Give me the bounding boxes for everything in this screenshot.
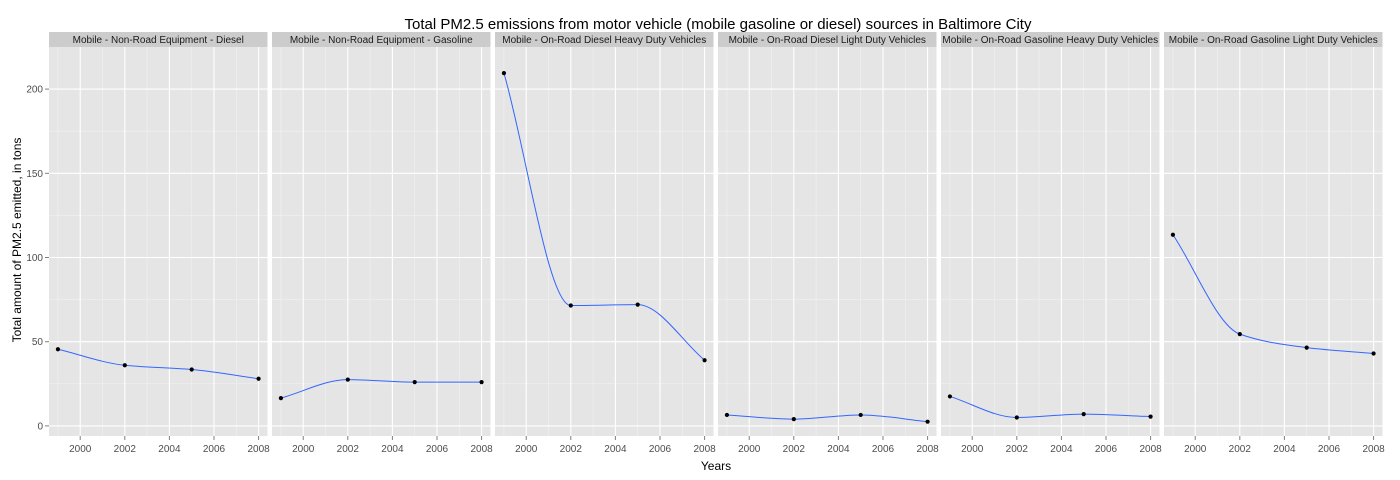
x-tick-label: 2004 [381, 444, 404, 455]
y-tick-label: 50 [32, 337, 44, 348]
x-tick-label: 2008 [470, 444, 493, 455]
data-point [1014, 415, 1019, 420]
facet-strip-label: Mobile - Non-Road Equipment - Gasoline [290, 35, 473, 46]
panel-background [1164, 47, 1383, 436]
facet-panel: Mobile - Non-Road Equipment - Diesel 2000… [49, 32, 270, 455]
x-tick-label: 2006 [1318, 444, 1341, 455]
panel-background [495, 47, 714, 436]
x-tick-label: 2004 [158, 444, 181, 455]
data-point [1304, 345, 1309, 350]
x-tick-label: 2002 [337, 444, 360, 455]
facet-strip-label: Mobile - On-Road Gasoline Light Duty Veh… [1169, 35, 1378, 46]
data-point [1081, 412, 1086, 417]
data-point [1148, 414, 1153, 419]
data-point [702, 358, 707, 363]
facet-panel: Mobile - Non-Road Equipment - Gasoline 20… [272, 32, 493, 455]
x-tick-label: 2000 [292, 444, 315, 455]
series-line [280, 379, 482, 399]
x-tick-label: 2006 [203, 444, 226, 455]
series-line [1172, 234, 1374, 354]
x-tick-label: 2002 [1229, 444, 1252, 455]
data-point [858, 412, 863, 418]
data-point [1237, 332, 1242, 337]
series-line [503, 72, 705, 361]
y-axis-label: Total amount of PM2.5 emitted, in tons [10, 138, 24, 343]
x-tick-label: 2008 [247, 444, 270, 455]
x-tick-label: 2004 [604, 444, 627, 455]
data-point [501, 71, 507, 76]
y-tick-label: 200 [26, 85, 43, 96]
y-tick-label: 0 [37, 421, 43, 432]
data-point [345, 377, 350, 382]
facet-strip [495, 32, 714, 47]
data-point [256, 376, 261, 381]
facet-panel: Mobile - On-Road Diesel Light Duty Vehic… [718, 32, 939, 455]
data-point [947, 394, 953, 399]
facet-panel: Mobile - On-Road Diesel Heavy Duty Vehic… [495, 32, 716, 455]
x-tick-label: 2002 [560, 444, 583, 455]
x-tick-label: 2004 [827, 444, 850, 455]
facet-strip [1164, 32, 1383, 47]
facet-panel: Mobile - On-Road Gasoline Heavy Duty Veh… [941, 32, 1162, 455]
data-point [925, 419, 930, 424]
x-tick-label: 2004 [1273, 444, 1296, 455]
y-tick-label: 150 [26, 169, 43, 180]
x-tick-label: 2002 [783, 444, 806, 455]
data-point [278, 396, 284, 401]
x-tick-label: 2008 [693, 444, 716, 455]
panel-background [941, 47, 1160, 436]
facet-strip-label: Mobile - On-Road Diesel Heavy Duty Vehic… [502, 35, 706, 46]
x-tick-label: 2006 [426, 444, 449, 455]
facet-panel: Mobile - On-Road Gasoline Light Duty Veh… [1164, 32, 1385, 455]
data-point [479, 380, 484, 385]
facet-strip [49, 32, 268, 47]
series-line [726, 414, 928, 423]
facet-panels: Mobile - Non-Road Equipment - Diesel 2000… [49, 32, 1385, 455]
x-tick-label: 2000 [515, 444, 538, 455]
y-axis-ticks: 0 50 100 150 200 [26, 85, 49, 432]
facet-strip [272, 32, 491, 47]
data-point [1170, 232, 1176, 237]
x-tick-label: 2006 [872, 444, 895, 455]
panel-background [272, 47, 491, 436]
chart-title: Total PM2.5 emissions from motor vehicle… [405, 16, 1032, 33]
x-tick-label: 2008 [1139, 444, 1162, 455]
data-point [189, 367, 194, 372]
data-point [412, 380, 417, 385]
x-tick-label: 2000 [961, 444, 984, 455]
x-tick-label: 2006 [649, 444, 672, 455]
x-tick-label: 2004 [1050, 444, 1073, 455]
x-tick-label: 2000 [738, 444, 761, 455]
data-point [568, 303, 573, 308]
x-tick-label: 2002 [1006, 444, 1029, 455]
data-point [724, 412, 730, 418]
x-tick-label: 2008 [1362, 444, 1385, 455]
facet-strip [941, 32, 1160, 47]
panel-background [718, 47, 937, 436]
x-tick-label: 2000 [1184, 444, 1207, 455]
data-point [635, 302, 640, 307]
x-tick-label: 2000 [69, 444, 92, 455]
series-line [57, 348, 259, 380]
series-line [949, 395, 1151, 418]
facet-strip-label: Mobile - On-Road Gasoline Heavy Duty Veh… [942, 35, 1158, 46]
data-point [1371, 351, 1376, 356]
x-tick-label: 2008 [916, 444, 939, 455]
y-tick-label: 100 [26, 253, 43, 264]
facet-strip [718, 32, 937, 47]
x-tick-label: 2006 [1095, 444, 1118, 455]
x-axis-label: Years [701, 459, 731, 473]
x-tick-label: 2002 [114, 444, 137, 455]
facet-strip-label: Mobile - Non-Road Equipment - Diesel [73, 35, 244, 46]
panel-background [49, 47, 268, 436]
data-point [55, 347, 61, 352]
data-point [791, 417, 796, 422]
facet-strip-label: Mobile - On-Road Diesel Light Duty Vehic… [729, 35, 926, 46]
data-point [122, 363, 127, 368]
